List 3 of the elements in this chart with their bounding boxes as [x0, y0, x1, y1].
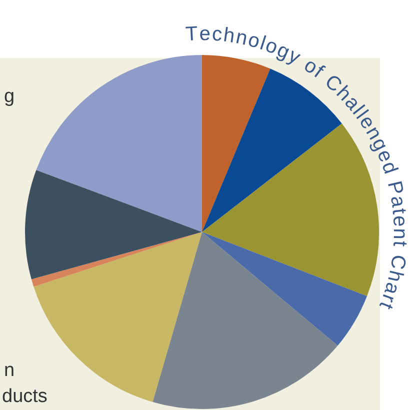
text: n [4, 360, 15, 382]
text: g [4, 86, 15, 108]
text: ducts [2, 386, 48, 408]
